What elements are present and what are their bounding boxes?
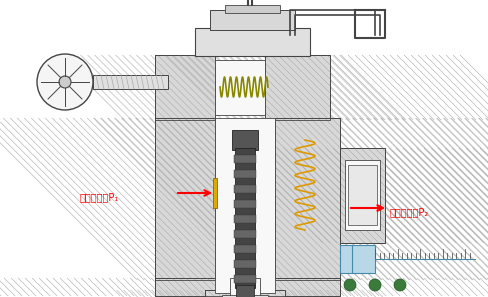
Bar [155, 55, 215, 120]
Bar [155, 55, 215, 120]
Bar [205, 290, 285, 297]
Bar [155, 278, 340, 296]
Bar [210, 10, 295, 30]
Bar [345, 160, 380, 230]
Bar [155, 118, 215, 280]
Bar [93, 75, 168, 89]
Bar [155, 118, 215, 280]
Bar [213, 178, 217, 208]
Bar [235, 148, 255, 288]
Text: 一次压力油P₁: 一次压力油P₁ [80, 192, 119, 202]
Bar [225, 5, 280, 13]
Bar [234, 275, 256, 283]
Bar [265, 55, 330, 120]
Bar [348, 165, 377, 225]
Bar [234, 155, 256, 163]
Bar [234, 260, 256, 268]
Bar [236, 285, 254, 297]
Bar [230, 278, 260, 296]
Bar [265, 55, 330, 120]
Bar [222, 295, 268, 297]
Bar [155, 55, 215, 120]
Bar [234, 230, 256, 238]
Bar [205, 290, 285, 297]
Bar [275, 118, 340, 280]
Text: 二次压力油P₂: 二次压力油P₂ [390, 207, 429, 217]
Bar [155, 278, 340, 296]
Bar [155, 278, 340, 296]
Bar [265, 55, 330, 120]
Bar [340, 148, 385, 243]
Circle shape [369, 279, 381, 291]
Bar [340, 148, 385, 243]
Bar [215, 60, 265, 115]
Bar [340, 245, 375, 273]
Bar [340, 148, 385, 243]
Bar [275, 118, 340, 280]
Circle shape [59, 76, 71, 88]
Bar [234, 170, 256, 178]
Bar [234, 215, 256, 223]
Bar [275, 118, 340, 280]
Bar [215, 118, 275, 293]
Bar [234, 185, 256, 193]
Bar [155, 118, 215, 280]
Bar [234, 200, 256, 208]
Bar [205, 290, 285, 297]
Circle shape [37, 54, 93, 110]
Circle shape [394, 279, 406, 291]
Circle shape [344, 279, 356, 291]
Bar [232, 130, 258, 150]
Bar [195, 28, 310, 56]
Bar [234, 245, 256, 253]
